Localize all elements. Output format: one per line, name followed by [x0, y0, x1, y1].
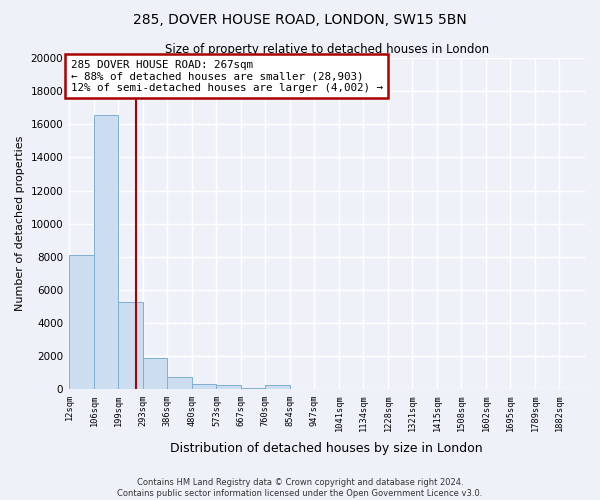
- Bar: [118, 302, 143, 390]
- Text: 285, DOVER HOUSE ROAD, LONDON, SW15 5BN: 285, DOVER HOUSE ROAD, LONDON, SW15 5BN: [133, 12, 467, 26]
- Bar: [70, 255, 94, 390]
- Title: Size of property relative to detached houses in London: Size of property relative to detached ho…: [164, 42, 488, 56]
- Bar: [217, 386, 241, 390]
- Bar: [143, 358, 167, 390]
- Text: Contains HM Land Registry data © Crown copyright and database right 2024.
Contai: Contains HM Land Registry data © Crown c…: [118, 478, 482, 498]
- Bar: [94, 115, 118, 390]
- Bar: [241, 388, 265, 390]
- Text: 285 DOVER HOUSE ROAD: 267sqm
← 88% of detached houses are smaller (28,903)
12% o: 285 DOVER HOUSE ROAD: 267sqm ← 88% of de…: [71, 60, 383, 93]
- Bar: [192, 384, 217, 390]
- Bar: [265, 384, 290, 390]
- Y-axis label: Number of detached properties: Number of detached properties: [15, 136, 25, 312]
- X-axis label: Distribution of detached houses by size in London: Distribution of detached houses by size …: [170, 442, 483, 455]
- Bar: [167, 376, 192, 390]
